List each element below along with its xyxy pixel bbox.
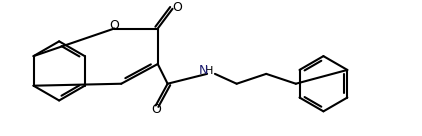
Text: H: H xyxy=(205,66,213,76)
Text: O: O xyxy=(173,1,182,14)
Text: O: O xyxy=(109,19,119,32)
Text: O: O xyxy=(151,103,161,116)
Text: N: N xyxy=(198,64,208,77)
